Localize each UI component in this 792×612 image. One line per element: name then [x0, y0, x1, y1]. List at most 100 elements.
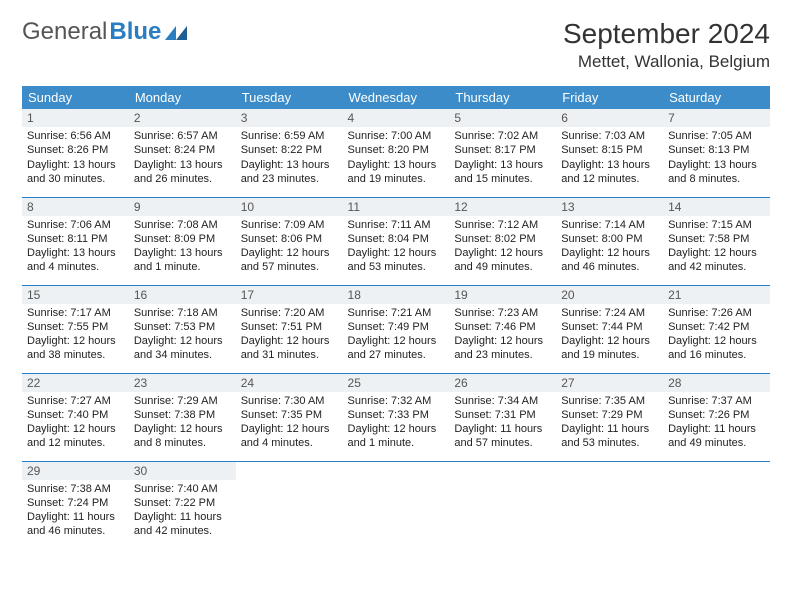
day-number: 1	[22, 109, 129, 127]
daylight-line: Daylight: 13 hours and 1 minute.	[134, 246, 231, 275]
daylight-line: Daylight: 13 hours and 4 minutes.	[27, 246, 124, 275]
month-title: September 2024	[563, 18, 770, 50]
calendar-week: 8Sunrise: 7:06 AMSunset: 8:11 PMDaylight…	[22, 197, 770, 285]
sunset-line: Sunset: 7:24 PM	[27, 496, 124, 510]
sunset-line: Sunset: 8:22 PM	[241, 143, 338, 157]
day-number: 11	[343, 198, 450, 216]
sunset-line: Sunset: 7:46 PM	[454, 320, 551, 334]
sunrise-line: Sunrise: 7:37 AM	[668, 394, 765, 408]
sunset-line: Sunset: 8:17 PM	[454, 143, 551, 157]
daylight-line: Daylight: 12 hours and 16 minutes.	[668, 334, 765, 363]
daylight-line: Daylight: 12 hours and 57 minutes.	[241, 246, 338, 275]
day-number: 6	[556, 109, 663, 127]
sunset-line: Sunset: 7:51 PM	[241, 320, 338, 334]
day-number: 12	[449, 198, 556, 216]
sunset-line: Sunset: 8:06 PM	[241, 232, 338, 246]
col-monday: Monday	[129, 86, 236, 109]
calendar-cell: 12Sunrise: 7:12 AMSunset: 8:02 PMDayligh…	[449, 197, 556, 285]
calendar-cell: 10Sunrise: 7:09 AMSunset: 8:06 PMDayligh…	[236, 197, 343, 285]
col-friday: Friday	[556, 86, 663, 109]
sunset-line: Sunset: 8:09 PM	[134, 232, 231, 246]
day-body: Sunrise: 7:29 AMSunset: 7:38 PMDaylight:…	[129, 392, 236, 455]
daylight-line: Daylight: 12 hours and 34 minutes.	[134, 334, 231, 363]
sunset-line: Sunset: 7:42 PM	[668, 320, 765, 334]
calendar-cell: 2Sunrise: 6:57 AMSunset: 8:24 PMDaylight…	[129, 109, 236, 197]
daylight-line: Daylight: 12 hours and 1 minute.	[348, 422, 445, 451]
day-body: Sunrise: 7:32 AMSunset: 7:33 PMDaylight:…	[343, 392, 450, 455]
day-body: Sunrise: 7:18 AMSunset: 7:53 PMDaylight:…	[129, 304, 236, 367]
day-number: 24	[236, 374, 343, 392]
calendar-cell	[343, 461, 450, 549]
sunrise-line: Sunrise: 7:03 AM	[561, 129, 658, 143]
sunrise-line: Sunrise: 7:38 AM	[27, 482, 124, 496]
title-block: September 2024 Mettet, Wallonia, Belgium	[563, 18, 770, 72]
day-body: Sunrise: 7:09 AMSunset: 8:06 PMDaylight:…	[236, 216, 343, 279]
day-number: 27	[556, 374, 663, 392]
day-body: Sunrise: 7:27 AMSunset: 7:40 PMDaylight:…	[22, 392, 129, 455]
sunset-line: Sunset: 7:44 PM	[561, 320, 658, 334]
day-number: 22	[22, 374, 129, 392]
sunrise-line: Sunrise: 7:06 AM	[27, 218, 124, 232]
col-wednesday: Wednesday	[343, 86, 450, 109]
day-number: 9	[129, 198, 236, 216]
day-number: 25	[343, 374, 450, 392]
sunset-line: Sunset: 7:49 PM	[348, 320, 445, 334]
sunrise-line: Sunrise: 7:00 AM	[348, 129, 445, 143]
day-body: Sunrise: 7:21 AMSunset: 7:49 PMDaylight:…	[343, 304, 450, 367]
daylight-line: Daylight: 12 hours and 49 minutes.	[454, 246, 551, 275]
sunset-line: Sunset: 8:11 PM	[27, 232, 124, 246]
day-number: 8	[22, 198, 129, 216]
sunset-line: Sunset: 8:00 PM	[561, 232, 658, 246]
daylight-line: Daylight: 11 hours and 53 minutes.	[561, 422, 658, 451]
day-number: 17	[236, 286, 343, 304]
sunrise-line: Sunrise: 7:23 AM	[454, 306, 551, 320]
calendar-cell: 1Sunrise: 6:56 AMSunset: 8:26 PMDaylight…	[22, 109, 129, 197]
calendar-cell: 23Sunrise: 7:29 AMSunset: 7:38 PMDayligh…	[129, 373, 236, 461]
sunrise-line: Sunrise: 7:40 AM	[134, 482, 231, 496]
sunset-line: Sunset: 8:04 PM	[348, 232, 445, 246]
sunrise-line: Sunrise: 7:09 AM	[241, 218, 338, 232]
calendar-cell: 25Sunrise: 7:32 AMSunset: 7:33 PMDayligh…	[343, 373, 450, 461]
calendar-cell: 18Sunrise: 7:21 AMSunset: 7:49 PMDayligh…	[343, 285, 450, 373]
sunset-line: Sunset: 7:53 PM	[134, 320, 231, 334]
calendar-cell: 14Sunrise: 7:15 AMSunset: 7:58 PMDayligh…	[663, 197, 770, 285]
day-body: Sunrise: 7:08 AMSunset: 8:09 PMDaylight:…	[129, 216, 236, 279]
sunrise-line: Sunrise: 7:34 AM	[454, 394, 551, 408]
calendar-cell: 29Sunrise: 7:38 AMSunset: 7:24 PMDayligh…	[22, 461, 129, 549]
day-number: 16	[129, 286, 236, 304]
daylight-line: Daylight: 13 hours and 8 minutes.	[668, 158, 765, 187]
col-tuesday: Tuesday	[236, 86, 343, 109]
sunrise-line: Sunrise: 7:27 AM	[27, 394, 124, 408]
day-number: 30	[129, 462, 236, 480]
sunrise-line: Sunrise: 7:24 AM	[561, 306, 658, 320]
logo-text-blue: Blue	[109, 18, 161, 46]
sunset-line: Sunset: 7:58 PM	[668, 232, 765, 246]
daylight-line: Daylight: 13 hours and 12 minutes.	[561, 158, 658, 187]
sunrise-line: Sunrise: 7:18 AM	[134, 306, 231, 320]
location: Mettet, Wallonia, Belgium	[563, 52, 770, 72]
sunrise-line: Sunrise: 7:05 AM	[668, 129, 765, 143]
sunset-line: Sunset: 7:40 PM	[27, 408, 124, 422]
daylight-line: Daylight: 12 hours and 38 minutes.	[27, 334, 124, 363]
calendar-cell: 9Sunrise: 7:08 AMSunset: 8:09 PMDaylight…	[129, 197, 236, 285]
day-body: Sunrise: 7:37 AMSunset: 7:26 PMDaylight:…	[663, 392, 770, 455]
calendar-cell: 19Sunrise: 7:23 AMSunset: 7:46 PMDayligh…	[449, 285, 556, 373]
sunset-line: Sunset: 7:38 PM	[134, 408, 231, 422]
day-body: Sunrise: 6:59 AMSunset: 8:22 PMDaylight:…	[236, 127, 343, 190]
day-number: 28	[663, 374, 770, 392]
day-body: Sunrise: 7:40 AMSunset: 7:22 PMDaylight:…	[129, 480, 236, 543]
sunrise-line: Sunrise: 7:15 AM	[668, 218, 765, 232]
daylight-line: Daylight: 12 hours and 53 minutes.	[348, 246, 445, 275]
col-thursday: Thursday	[449, 86, 556, 109]
day-body: Sunrise: 7:02 AMSunset: 8:17 PMDaylight:…	[449, 127, 556, 190]
sunset-line: Sunset: 7:55 PM	[27, 320, 124, 334]
daylight-line: Daylight: 12 hours and 12 minutes.	[27, 422, 124, 451]
day-body: Sunrise: 6:57 AMSunset: 8:24 PMDaylight:…	[129, 127, 236, 190]
calendar-week: 22Sunrise: 7:27 AMSunset: 7:40 PMDayligh…	[22, 373, 770, 461]
daylight-line: Daylight: 13 hours and 26 minutes.	[134, 158, 231, 187]
sunrise-line: Sunrise: 7:32 AM	[348, 394, 445, 408]
sunrise-line: Sunrise: 7:11 AM	[348, 218, 445, 232]
logo: GeneralBlue	[22, 18, 187, 46]
daylight-line: Daylight: 11 hours and 46 minutes.	[27, 510, 124, 539]
daylight-line: Daylight: 11 hours and 49 minutes.	[668, 422, 765, 451]
